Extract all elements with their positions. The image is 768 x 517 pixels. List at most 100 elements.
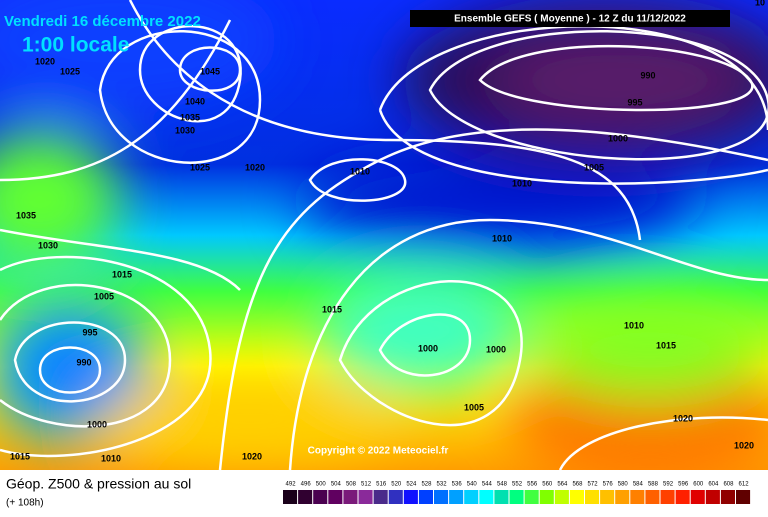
- isobar-label: 10: [755, 0, 765, 7]
- scale-label: 512: [361, 482, 372, 488]
- isobar-label: 1020: [35, 56, 55, 66]
- scale-label: 572: [588, 482, 599, 488]
- scale-label: 544: [482, 482, 493, 488]
- scale-swatch: [720, 490, 735, 504]
- scale-label: 596: [678, 482, 689, 488]
- isobars: [0, 0, 768, 470]
- scale-label: 548: [497, 482, 508, 488]
- scale-swatch: [675, 490, 690, 504]
- isobar-label: 1000: [486, 344, 506, 354]
- scale-swatch: [388, 490, 403, 504]
- scale-label: 556: [527, 482, 538, 488]
- scale-label: 520: [391, 482, 402, 488]
- scale-label: 608: [723, 482, 734, 488]
- copyright: Copyright © 2022 Meteociel.fr: [308, 446, 449, 457]
- scale-swatch: [313, 490, 328, 504]
- date-label: Vendredi 16 décembre 2022: [4, 13, 201, 30]
- scale-swatch: [690, 490, 705, 504]
- scale-swatch: [524, 490, 539, 504]
- isobar-label: 990: [76, 357, 91, 367]
- scale-swatch: [464, 490, 479, 504]
- isobar-label: 1000: [608, 133, 628, 143]
- isobar-label: 1010: [350, 166, 370, 176]
- scale-swatch: [509, 490, 524, 504]
- isobar-label: 1010: [512, 178, 532, 188]
- isobar-label: 1005: [464, 402, 484, 412]
- scale-swatch: [660, 490, 675, 504]
- isobar-label: 990: [640, 70, 655, 80]
- isobar-label: 1015: [656, 340, 676, 350]
- map-field: [0, 0, 768, 470]
- scale-swatch: [479, 490, 494, 504]
- isobar-label: 1025: [190, 162, 210, 172]
- scale-swatch: [403, 490, 418, 504]
- scale-swatch: [449, 490, 464, 504]
- isobar-label: 1000: [87, 419, 107, 429]
- scale-label: 504: [331, 482, 342, 488]
- isobar-label: 1010: [492, 233, 512, 243]
- scale-swatch: [373, 490, 388, 504]
- isobar-label: 1010: [624, 320, 644, 330]
- scale-label: 600: [693, 482, 704, 488]
- scale-swatch: [494, 490, 509, 504]
- isobar-label: 1010: [101, 453, 121, 463]
- isobar-label: 1005: [584, 162, 604, 172]
- scale-swatch: [418, 490, 433, 504]
- isobar-label: 1020: [245, 162, 265, 172]
- isobar-label: 1015: [10, 451, 30, 461]
- scale-label: 496: [301, 482, 312, 488]
- isobar-label: 1015: [112, 269, 132, 279]
- scale-swatch: [630, 490, 645, 504]
- scale-label: 580: [618, 482, 629, 488]
- scale-label: 592: [663, 482, 674, 488]
- scale-swatch: [298, 490, 313, 504]
- scale-label: 612: [739, 482, 750, 488]
- scale-label: 604: [708, 482, 719, 488]
- scale-swatch: [554, 490, 569, 504]
- model-label: Ensemble GEFS ( Moyenne ) - 12 Z du 11/1…: [454, 14, 686, 25]
- header-box: [410, 10, 730, 27]
- scale-label: 540: [467, 482, 478, 488]
- scale-label: 536: [452, 482, 463, 488]
- scale-label: 588: [648, 482, 659, 488]
- scale-label: 516: [376, 482, 387, 488]
- footer-title: Géop. Z500 & pression au sol: [6, 476, 191, 492]
- isobar-labels: 1020 1025 1045 1040 1035 1030 1025 1020 1010 990 9…: [10, 0, 765, 463]
- time-label: 1:00 locale: [22, 34, 129, 57]
- scale-label: 524: [406, 482, 417, 488]
- isobar-label: 1035: [180, 112, 200, 122]
- isobar-label: 1020: [673, 413, 693, 423]
- isobar-label: 1030: [38, 240, 58, 250]
- isobar-label: 995: [82, 327, 97, 337]
- scale-swatch: [615, 490, 630, 504]
- scale-label: 528: [421, 482, 432, 488]
- scale-label: 532: [437, 482, 448, 488]
- scale-swatch: [434, 490, 449, 504]
- scale-swatch: [358, 490, 373, 504]
- isobar-label: 1000: [418, 343, 438, 353]
- scale-swatch: [328, 490, 343, 504]
- isobar-label: 1005: [94, 291, 114, 301]
- scale-label: 564: [557, 482, 568, 488]
- scale-swatch: [600, 490, 615, 504]
- scale-label: 508: [346, 482, 357, 488]
- isobar-label: 1015: [322, 304, 342, 314]
- scale-label: 560: [542, 482, 553, 488]
- isobar-label: 1045: [200, 66, 220, 76]
- isobar-label: 1020: [242, 451, 262, 461]
- scale-label: 576: [603, 482, 614, 488]
- scale-swatch: [645, 490, 660, 504]
- isobar-label: 1025: [60, 66, 80, 76]
- scale-swatch: [736, 490, 751, 504]
- scale-swatch: [343, 490, 358, 504]
- isobar-label: 995: [627, 97, 642, 107]
- isobar-label: 1030: [175, 125, 195, 135]
- scale-swatch: [283, 490, 298, 504]
- scale-label: 500: [316, 482, 327, 488]
- isobar-label: 1040: [185, 96, 205, 106]
- isobar-label: 1035: [16, 210, 36, 220]
- footer-lead: (+ 108h): [6, 498, 44, 509]
- scale-label: 552: [512, 482, 523, 488]
- scale-swatch: [539, 490, 554, 504]
